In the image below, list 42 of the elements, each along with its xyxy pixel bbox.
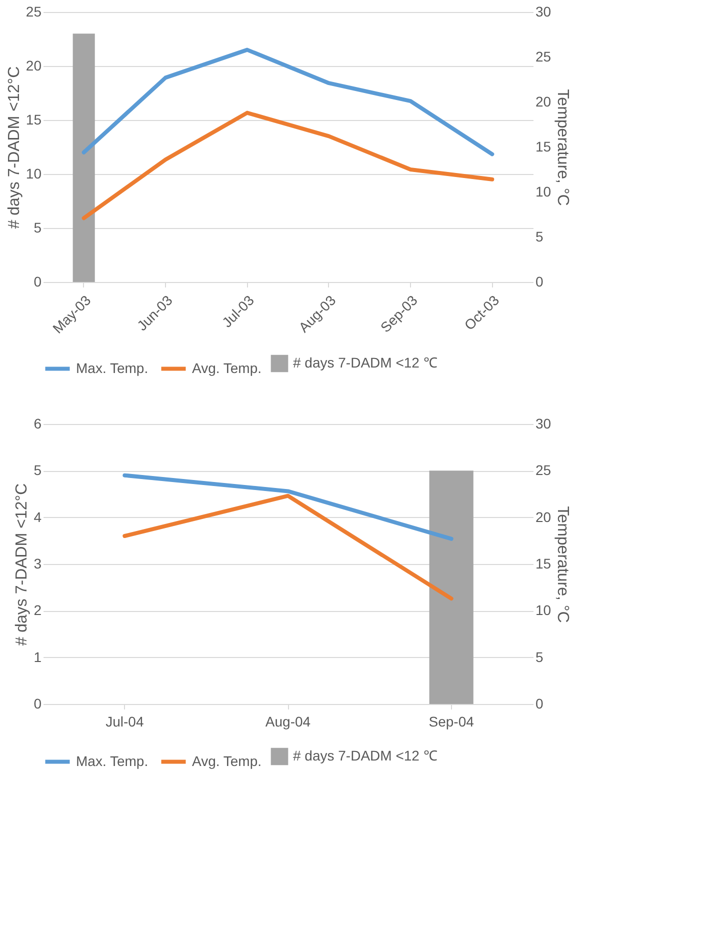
legend-label: Avg. Temp. — [192, 752, 262, 769]
legend-label: # days 7-DADM <12 ℃ — [293, 354, 438, 370]
y-tick-label: 0 — [34, 274, 42, 290]
y2-tick-label: 15 — [536, 556, 552, 572]
y-tick-label: 25 — [26, 4, 42, 20]
y-tick-label: 0 — [34, 696, 42, 712]
y2-tick-label: 15 — [536, 138, 552, 154]
y-tick-label: 20 — [26, 58, 42, 74]
y2-tick-label: 20 — [536, 508, 552, 525]
line-series — [82, 110, 494, 220]
y-tick-label: 15 — [26, 112, 42, 128]
y2-tick-label: 30 — [536, 416, 552, 432]
y-tick-label: 5 — [34, 220, 42, 236]
y2-tick-label: 0 — [536, 696, 544, 712]
y-tick-label: 5 — [34, 462, 42, 478]
y-tick-label: 2 — [34, 602, 42, 618]
y-tick-label: 4 — [34, 508, 42, 525]
y2-tick-label: 25 — [536, 48, 552, 64]
y2-axis-title: Temperature, °C — [554, 506, 572, 623]
y-tick-label: 6 — [34, 416, 42, 432]
legend-label: # days 7-DADM <12 ℃ — [293, 748, 438, 764]
x-tick-label: Aug-04 — [265, 714, 311, 730]
y2-tick-label: 5 — [536, 228, 544, 244]
y2-tick-label: 20 — [536, 94, 552, 110]
y2-tick-label: 0 — [536, 274, 544, 290]
y2-tick-label: 10 — [536, 184, 552, 200]
line-series — [82, 48, 494, 156]
y2-tick-label: 30 — [536, 4, 552, 20]
y-axis-title: # days 7-DADM <12°C — [14, 483, 31, 646]
y2-tick-label: 5 — [536, 648, 544, 665]
y-tick-label: 10 — [26, 166, 42, 182]
y2-axis-title: Temperature, °C — [554, 89, 572, 206]
x-tick-label: Sep-04 — [428, 714, 474, 730]
y-axis-title: # days 7-DADM <12°C — [6, 66, 23, 229]
legend-label: Max. Temp. — [76, 752, 148, 769]
x-tick-label: Jul-04 — [106, 714, 144, 730]
legend-label: Avg. Temp. — [192, 360, 262, 376]
y2-tick-label: 25 — [536, 462, 552, 478]
y-tick-label: 1 — [34, 648, 42, 665]
y2-tick-label: 10 — [536, 602, 552, 618]
y-tick-label: 3 — [34, 556, 42, 572]
legend-label: Max. Temp. — [76, 360, 148, 376]
